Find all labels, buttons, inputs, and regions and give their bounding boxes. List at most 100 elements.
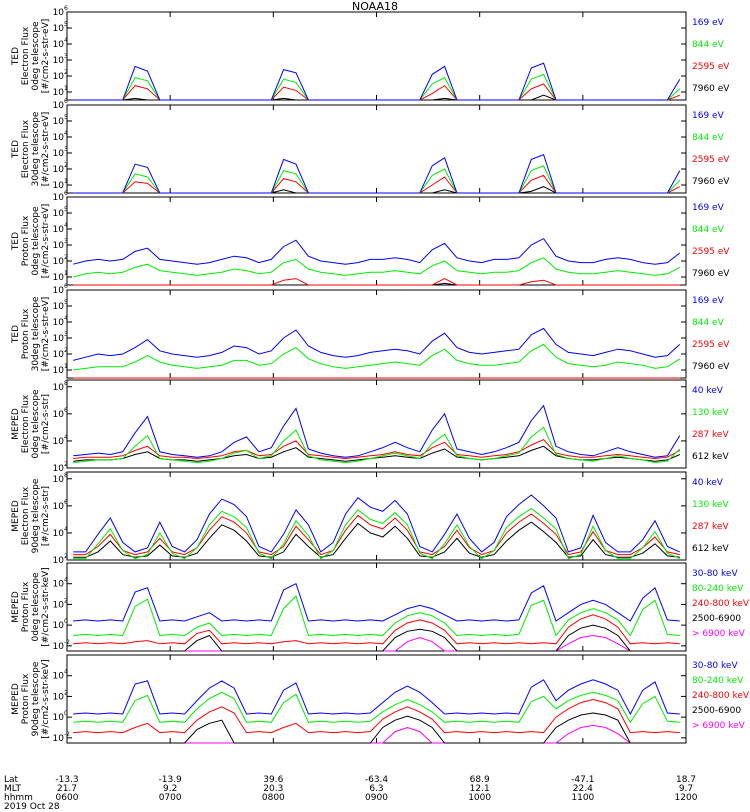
series-line-5-0 — [73, 521, 680, 558]
footer-mlt-value: 9.2 — [162, 784, 178, 794]
y-tick-label: 10 — [53, 101, 65, 111]
footer-lat-value: -13.3 — [55, 775, 79, 785]
y-tick-exponent: 1 — [64, 363, 68, 370]
series-line-5-3 — [73, 494, 680, 553]
y-tick-label: 10 — [53, 241, 65, 251]
y-axis-label: TED Proton Flux 0deg telescope [#/cm2-s-str… — [11, 197, 51, 285]
legend-entry: 844 eV — [692, 225, 724, 235]
legend-entry: 169 eV — [692, 111, 724, 121]
y-axis-label-line: [#/cm2-s-str] — [41, 485, 51, 547]
series-line-4-2 — [73, 426, 681, 464]
legend-entry: 2500-6900 — [692, 706, 742, 716]
series-line-2-2 — [73, 257, 681, 278]
y-tick-label: 10 — [53, 600, 65, 610]
y-tick-exponent: 4 — [64, 526, 68, 533]
y-axis-label-line: MEPED — [11, 408, 21, 440]
series-line-2-1 — [73, 278, 680, 286]
footer-label-hhmm: hhmm — [4, 793, 33, 803]
legend-entry: 40 keV — [692, 386, 723, 396]
legend-entry: 40 keV — [692, 478, 723, 488]
series-line-6-3 — [73, 595, 680, 637]
y-axis-label-line: 30deg telescope — [31, 296, 41, 372]
legend-entry: 80-240 keV — [692, 584, 744, 594]
legend-entry: 287 keV — [692, 430, 729, 440]
y-tick-exponent: 1 — [64, 178, 68, 185]
legend-entry: 30-80 keV — [692, 661, 738, 671]
y-axis-label-line: Proton Flux — [21, 215, 31, 267]
legend-entry: 169 eV — [692, 203, 724, 213]
y-tick-exponent: -2 — [64, 731, 70, 738]
legend-entry: 287 keV — [692, 522, 729, 532]
series-line-6-1 — [73, 624, 680, 652]
y-tick-exponent: 6 — [64, 499, 68, 506]
y-tick-exponent: 2 — [64, 69, 68, 76]
y-tick-label: 10 — [53, 133, 65, 143]
series-line-7-4 — [73, 679, 680, 716]
y-axis-label-line: Electron Flux — [21, 119, 31, 179]
series-line-0-3 — [73, 62, 681, 101]
legend-entry: 7960 eV — [692, 177, 730, 187]
y-tick-label: 10 — [53, 529, 65, 539]
legend-entry: 30-80 keV — [692, 569, 738, 579]
footer-date: 2019 Oct 28 — [4, 802, 60, 812]
legend-entry: 2595 eV — [692, 247, 730, 257]
y-axis-label-line: Proton Flux — [21, 581, 31, 633]
y-tick-label: 10 — [53, 72, 65, 82]
y-tick-label: 10 — [53, 286, 65, 296]
y-tick-label: 10 — [53, 117, 65, 127]
y-axis-label-line: 0deg telescope — [31, 21, 41, 91]
y-tick-exponent: -2 — [64, 639, 70, 646]
y-tick-label: 10 — [53, 273, 65, 283]
y-tick-label: 10 — [53, 165, 65, 175]
y-tick-exponent: 0 — [64, 710, 68, 717]
y-tick-exponent: 2 — [64, 689, 68, 696]
y-tick-exponent: 4 — [64, 222, 68, 229]
y-tick-label: 10 — [53, 692, 65, 702]
legend-entry: 240-800 keV — [692, 599, 750, 609]
y-tick-exponent: 2 — [64, 254, 68, 261]
series-line-4-1 — [73, 438, 681, 460]
footer-time-value: 1200 — [674, 793, 698, 803]
footer-mlt-value: 6.3 — [369, 784, 384, 794]
y-axis-label: TED Proton Flux 30deg telescope [#/cm2-s-st… — [11, 290, 51, 378]
y-axis-label-line: 30deg telescope — [31, 111, 41, 187]
y-axis-label-line: MEPED — [11, 683, 21, 715]
y-tick-label: 10 — [53, 556, 65, 566]
y-axis-label-line: 0deg telescope — [31, 389, 41, 459]
footer-time-value: 0600 — [55, 793, 79, 803]
series-line-2-3 — [73, 237, 681, 265]
y-tick-label: 10 — [53, 257, 65, 267]
y-axis-label-line: 0deg telescope — [31, 206, 41, 276]
series-line-5-1 — [73, 513, 680, 556]
y-tick-exponent: 3 — [64, 238, 68, 245]
y-tick-exponent: 3 — [64, 331, 68, 338]
legend-entry: 844 eV — [692, 40, 724, 50]
y-axis-label-line: TED — [11, 324, 21, 344]
series-line-3-2 — [73, 343, 681, 371]
y-axis-label-line: TED — [11, 46, 21, 66]
y-tick-exponent: 5 — [64, 206, 68, 213]
y-tick-label: 10 — [53, 621, 65, 631]
legend-entry: 7960 eV — [692, 362, 730, 372]
y-tick-exponent: 6 — [64, 190, 68, 197]
y-tick-label: 10 — [53, 193, 65, 203]
y-axis-label: TED Electron Flux 0deg telescope [#/cm2-s-s… — [11, 12, 51, 100]
y-axis-label-line: [#/cm2-s-str-eV] — [41, 203, 51, 279]
y-tick-label: 10 — [53, 149, 65, 159]
y-tick-label: 10 — [53, 383, 65, 393]
y-tick-label: 10 — [53, 410, 65, 420]
y-tick-label: 10 — [53, 209, 65, 219]
footer-mlt-value: 12.1 — [469, 784, 490, 794]
y-tick-label: 10 — [53, 8, 65, 18]
y-axis-label-line: Electron Flux — [21, 26, 31, 86]
y-axis-label-line: [#/cm2-s-str-eV] — [41, 111, 51, 187]
series-line-7-1 — [73, 712, 680, 744]
footer-mlt-value: 20.3 — [263, 784, 284, 794]
legend-entry: 7960 eV — [692, 84, 730, 94]
y-axis-label-line: MEPED — [11, 591, 21, 623]
y-tick-label: 10 — [53, 350, 65, 360]
y-axis-label-line: Proton Flux — [21, 673, 31, 725]
series-line-5-2 — [73, 507, 680, 560]
y-tick-exponent: 3 — [64, 146, 68, 153]
legend-entry: 169 eV — [692, 296, 724, 306]
